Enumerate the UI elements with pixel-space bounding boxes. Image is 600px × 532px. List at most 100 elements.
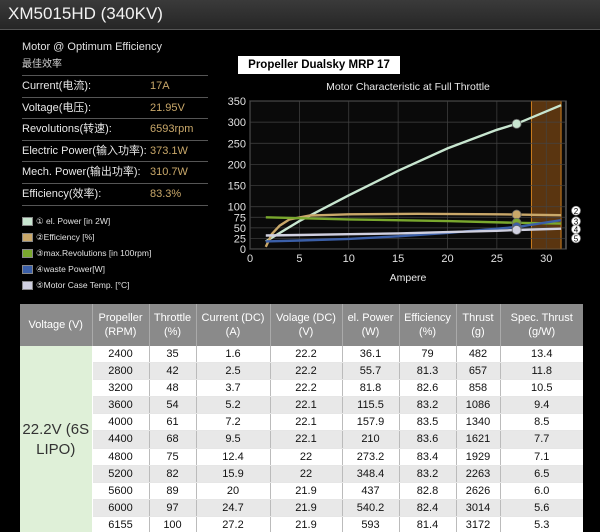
table-cell: 21.9 <box>270 499 343 517</box>
table-cell: 100 <box>149 516 197 532</box>
y-tick-label: 150 <box>228 181 246 193</box>
table-cell: 83.5 <box>399 413 457 432</box>
table-cell: 22.2 <box>270 362 343 381</box>
spec-value: 17A <box>150 80 170 92</box>
table-cell: 6.0 <box>500 482 583 500</box>
table-cell: 10.5 <box>500 379 583 398</box>
table-cell: 21.9 <box>270 516 343 532</box>
table-cell: 437 <box>342 482 400 500</box>
specs-subheading: 最佳效率 <box>22 56 208 76</box>
legend-item: ②Efficiency [%] <box>22 229 222 245</box>
table-cell: 13.4 <box>500 346 583 364</box>
x-tick-label: 25 <box>491 253 503 265</box>
table-cell: 81.4 <box>399 516 457 532</box>
table-cell: 8.5 <box>500 413 583 432</box>
table-cell: 6.5 <box>500 465 583 483</box>
propeller-title: Propeller Dualsky MRP 17 <box>238 56 400 74</box>
optimum-efficiency-panel: Motor @ Optimum Efficiency 最佳效率 Current(… <box>22 38 208 206</box>
spec-label: Current(电流): <box>22 80 92 92</box>
y-tick-label: 300 <box>228 117 246 129</box>
table-cell: 858 <box>456 379 501 398</box>
table-cell: 5200 <box>92 465 150 483</box>
table-cell: 35 <box>149 346 197 364</box>
x-tick-label: 10 <box>343 253 355 265</box>
table-cell: 54 <box>149 396 197 415</box>
table-cell: 5.3 <box>500 516 583 532</box>
table-cell: 2400 <box>92 346 150 364</box>
specs-heading: Motor @ Optimum Efficiency <box>22 41 162 53</box>
table-row: 4000 61 7.2 22.1 157.9 83.5 1340 8.5 <box>20 413 583 432</box>
spec-row: Current(电流): 17A <box>22 76 208 98</box>
spec-value: 310.7W <box>150 166 188 179</box>
table-cell: 4000 <box>92 413 150 432</box>
table-row: 2800 42 2.5 22.2 55.7 81.3 657 11.8 <box>20 362 583 381</box>
spec-label: Voltage(电压): <box>22 101 92 114</box>
legend-swatch <box>22 232 33 242</box>
y-tick-label: 250 <box>228 138 246 150</box>
table-cell: 115.5 <box>342 396 400 415</box>
column-header: Propeller (RPM) <box>92 304 150 346</box>
table-cell: 82.6 <box>399 379 457 398</box>
y-tick-label: 100 <box>228 202 246 214</box>
legend-label: ③max.Revolutions [in 100rpm] <box>36 247 152 258</box>
table-cell: 1929 <box>456 448 501 466</box>
legend-swatch <box>22 264 33 274</box>
table-cell: 540.2 <box>342 499 400 517</box>
legend-swatch <box>22 248 33 258</box>
series-end-marker <box>571 233 581 244</box>
spec-row: Voltage(电压): 21.95V <box>22 98 208 120</box>
table-cell: 593 <box>342 516 400 532</box>
table-cell: 1621 <box>456 430 501 449</box>
table-row: 6000 97 24.7 21.9 540.2 82.4 3014 5.6 <box>20 499 583 517</box>
legend-swatch <box>22 216 33 226</box>
legend-item: ① el. Power [in 2W] <box>22 213 222 229</box>
table-cell: 2800 <box>92 362 150 381</box>
y-tick-label: 50 <box>234 223 246 235</box>
table-cell: 5600 <box>92 482 150 500</box>
y-tick-label: 350 <box>228 96 246 108</box>
column-header: Thrust (g) <box>456 304 501 346</box>
y-tick-label: 25 <box>234 233 246 245</box>
column-header: Current (DC) (A) <box>196 304 271 346</box>
table-cell: 22 <box>270 465 343 483</box>
table-cell: 75 <box>149 448 197 466</box>
table-cell: 83.2 <box>399 465 457 483</box>
spec-row: Efficiency(效率): 83.3% <box>22 184 208 206</box>
table-cell: 7.7 <box>500 430 583 449</box>
table-cell: 5.6 <box>500 499 583 517</box>
specs-rows: Current(电流): 17A Voltage(电压): 21.95V Revolut… <box>22 76 208 206</box>
column-header: Throttle (%) <box>149 304 197 346</box>
table-cell: 210 <box>342 430 400 449</box>
spec-label: Revolutions(转速): <box>22 123 112 136</box>
table-cell: 22.1 <box>270 413 343 432</box>
series-point <box>511 209 522 220</box>
x-tick-label: 0 <box>247 253 253 265</box>
table-cell: 20 <box>196 482 271 500</box>
series-point <box>511 225 522 235</box>
table-cell: 2.5 <box>196 362 271 381</box>
table-cell: 657 <box>456 362 501 381</box>
legend-label: ②Efficiency [%] <box>36 231 95 242</box>
table-cell: 3014 <box>456 499 501 517</box>
table-cell: 22 <box>270 448 343 466</box>
table-row: 4800 75 12.4 22 273.2 83.4 1929 7.1 <box>20 448 583 466</box>
column-header: Efficiency (%) <box>399 304 457 346</box>
spec-value: 83.3% <box>150 187 182 200</box>
spec-value: 6593rpm <box>150 123 194 136</box>
table-cell: 83.4 <box>399 448 457 466</box>
legend-label: ① el. Power [in 2W] <box>36 215 111 226</box>
table-cell: 82 <box>149 465 197 483</box>
spec-row: Electric Power(输入功率): 373.1W <box>22 141 208 163</box>
table-cell: 22.2 <box>270 346 343 364</box>
chart-legend: ① el. Power [in 2W] ②Efficiency [%] ③max.R… <box>22 213 222 293</box>
table-row: 22.2V (6S LIPO) 2400 35 1.6 22.2 36.1 79 482 13.… <box>20 346 583 532</box>
table-cell: 348.4 <box>342 465 400 483</box>
table-cell: 24.7 <box>196 499 271 517</box>
table-cell: 22.1 <box>270 430 343 449</box>
column-header: Volage (DC) (V) <box>270 304 343 346</box>
table-cell: 82.8 <box>399 482 457 500</box>
table-cell: 4800 <box>92 448 150 466</box>
spec-value: 373.1W <box>150 144 188 157</box>
table-cell: 12.4 <box>196 448 271 466</box>
voltage-cell: 22.2V (6S LIPO) <box>20 346 93 532</box>
